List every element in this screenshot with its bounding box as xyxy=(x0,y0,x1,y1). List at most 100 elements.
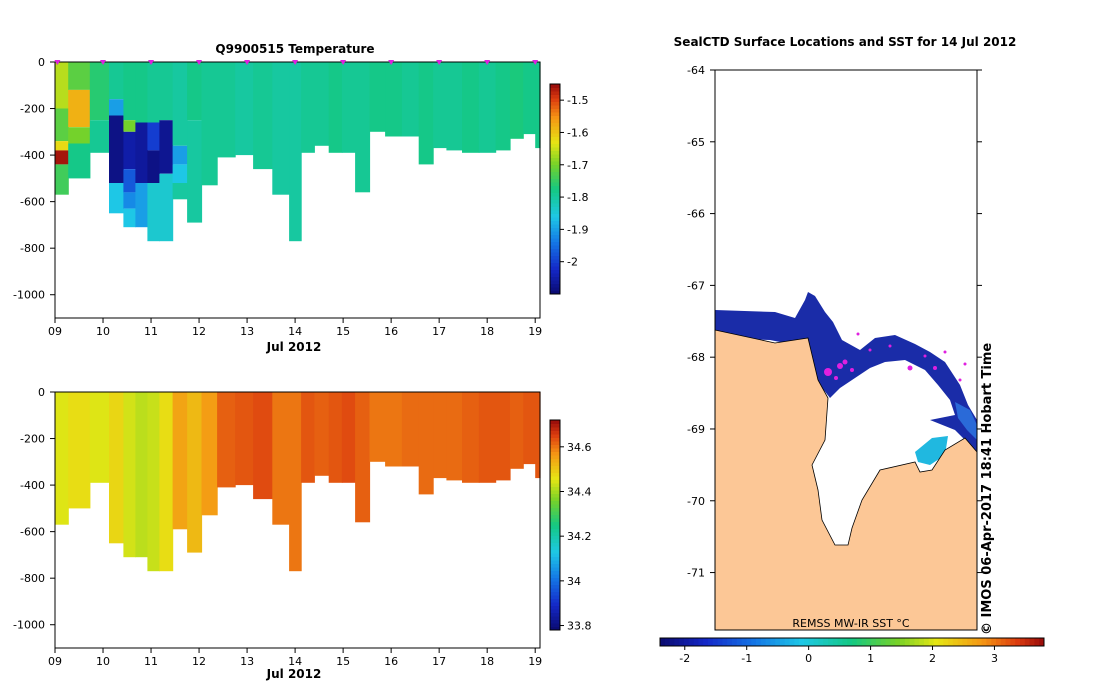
salinity-colorbar-segment xyxy=(550,469,560,473)
sst-colorbar-segment xyxy=(919,638,925,646)
temperature-colorbar-segment xyxy=(550,252,560,256)
profile-cell xyxy=(109,99,124,116)
profile-cell xyxy=(462,392,480,483)
temperature-colorbar-label: -1.9 xyxy=(567,223,588,236)
temperature-colorbar-segment xyxy=(550,119,560,123)
seal-ctd-point xyxy=(842,359,848,365)
profile-cell xyxy=(159,120,174,174)
surface-station-marker xyxy=(100,60,107,65)
sst-colorbar-segment xyxy=(756,638,762,646)
salinity-colorbar-label: 34 xyxy=(567,575,581,588)
sst-colorbar-segment xyxy=(804,638,810,646)
map-y-tick-label: -65 xyxy=(687,136,705,149)
sst-ocean-field xyxy=(715,292,977,455)
surface-station-marker xyxy=(484,60,491,65)
seal-ctd-point xyxy=(868,348,872,352)
temperature-colorbar-segment xyxy=(550,94,560,99)
sst-colorbar-segment xyxy=(890,638,896,646)
sst-colorbar-segment xyxy=(876,638,882,646)
temperature-colorbar-segment xyxy=(550,273,560,277)
x-tick-label: 10 xyxy=(96,325,110,338)
profile-cell xyxy=(187,62,203,121)
salinity-colorbar-segment xyxy=(550,486,560,491)
sst-colorbar-segment xyxy=(775,638,781,646)
sst-colorbar-segment xyxy=(664,638,671,646)
profile-cell xyxy=(135,183,148,228)
sst-colorbar-segment xyxy=(957,638,963,646)
sst-colorbar-segment xyxy=(717,638,723,646)
salinity-colorbar-label: 34.6 xyxy=(567,441,592,454)
sst-colorbar-segment xyxy=(996,638,1002,646)
map-latitude-axis: -64 -65 -66 -67 -68 -69 -70 -71 xyxy=(687,64,982,580)
profile-cell xyxy=(272,392,290,525)
temperature-colorbar-segment xyxy=(550,133,560,137)
profile-cell xyxy=(123,62,136,121)
sst-colorbar-segment xyxy=(842,638,848,646)
x-tick-label: 17 xyxy=(432,325,446,338)
antarctic-land xyxy=(714,329,978,631)
profile-cell xyxy=(68,89,91,128)
sst-colorbar-segment xyxy=(708,638,714,646)
profile-cell xyxy=(235,392,254,486)
x-tick-label: 14 xyxy=(288,655,302,668)
y-tick-label: 0 xyxy=(38,56,45,69)
temperature-colorbar-segment xyxy=(550,154,560,158)
temperature-colorbar-segment xyxy=(550,171,560,176)
temperature-colorbar-segment xyxy=(550,108,560,113)
salinity-x-axis-label: Jul 2012 xyxy=(266,667,322,681)
imos-credit: © IMOS 06-Apr-2017 18:41 Hobart Time xyxy=(980,343,995,635)
seal-ctd-point xyxy=(888,344,892,348)
salinity-colorbar-frame xyxy=(549,419,561,631)
salinity-colorbar-segment xyxy=(550,500,560,505)
temperature-y-axis: 0 -200 -400 -600 -800 -1000 xyxy=(13,56,55,302)
sst-colorbar-segment xyxy=(1029,638,1035,646)
profile-cell xyxy=(289,62,302,242)
sst-colorbar-segment xyxy=(1010,638,1016,646)
x-tick-label: 16 xyxy=(384,655,398,668)
map-y-tick-label: -64 xyxy=(687,64,705,77)
x-tick-label: 09 xyxy=(48,325,62,338)
sea-ice-cover xyxy=(812,360,970,545)
sst-colorbar-segment xyxy=(938,638,944,646)
sst-colorbar-segment xyxy=(693,638,699,646)
sst-colorbar-segment xyxy=(1005,638,1011,646)
salinity-colorbar-segment xyxy=(550,528,560,533)
salinity-colorbar: 34.6 34.4 34.2 34 33.8 xyxy=(549,419,592,633)
temperature-colorbar: -1.5 -1.6 -1.7 -1.8 -1.9 -2 xyxy=(549,83,588,295)
temperature-colorbar-segment xyxy=(550,287,560,291)
temperature-colorbar-segment xyxy=(550,105,560,109)
profile-cell xyxy=(159,392,174,572)
sst-colorbar-segment xyxy=(837,638,843,646)
salinity-y-axis: 0 -200 -400 -600 -800 -1000 xyxy=(13,386,55,632)
sst-colorbar-segment xyxy=(789,638,795,646)
temperature-colorbar-segment xyxy=(550,192,560,197)
salinity-colorbar-segment xyxy=(550,437,560,442)
sst-colorbar-segment xyxy=(909,638,915,646)
salinity-colorbar-segment xyxy=(550,493,560,498)
temperature-colorbar-segment xyxy=(550,248,560,253)
profile-cell xyxy=(253,392,273,500)
temperature-colorbar-frame xyxy=(549,83,561,295)
profile-cell xyxy=(187,392,203,553)
profile-cell xyxy=(385,392,403,467)
profile-cell xyxy=(55,108,69,142)
temperature-colorbar-segment xyxy=(550,98,560,102)
surface-station-marker xyxy=(148,60,155,65)
profile-cell xyxy=(147,62,160,123)
profile-cell xyxy=(123,131,136,169)
y-tick-label: -200 xyxy=(20,433,45,446)
x-tick-label: 13 xyxy=(240,325,254,338)
sst-colorbar-segment xyxy=(1039,638,1045,646)
profile-cell xyxy=(135,392,148,558)
temperature-colorbar-segment xyxy=(550,266,560,270)
x-tick-label: 16 xyxy=(384,325,398,338)
salinity-colorbar-segment xyxy=(550,420,560,424)
salinity-colorbar-segment xyxy=(550,616,560,620)
temperature-colorbar-segment xyxy=(550,231,560,235)
sst-colorbar-segment xyxy=(679,638,685,646)
sst-colorbar-segment xyxy=(818,638,824,646)
profile-cell xyxy=(341,392,356,483)
temperature-colorbar-segment xyxy=(550,178,560,183)
profile-cell xyxy=(217,62,236,158)
temperature-colorbar-segment xyxy=(550,112,560,116)
